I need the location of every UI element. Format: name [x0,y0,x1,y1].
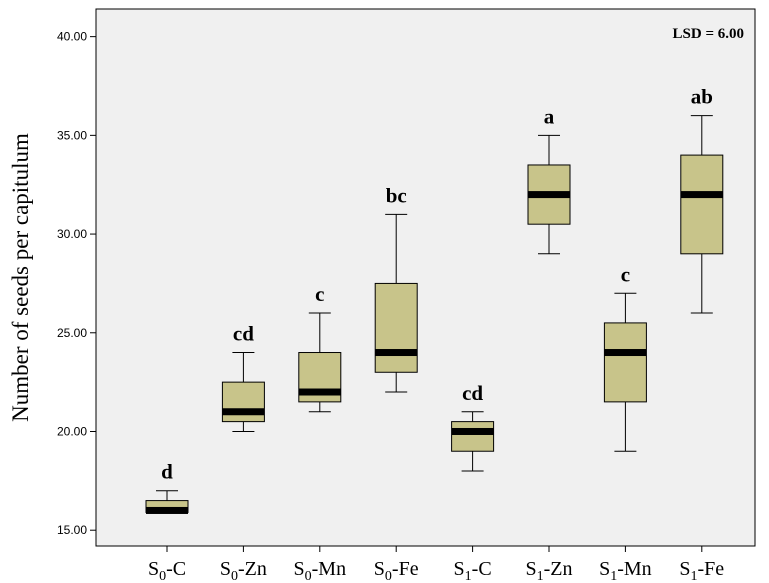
significance-letter: c [315,282,324,306]
box-5: a [527,104,571,255]
significance-letter: a [544,104,555,128]
median-line [604,349,647,357]
significance-letter: c [621,262,630,286]
significance-letter: d [161,460,173,484]
x-tick-label: S0-Fe [374,558,419,583]
median-line [680,191,723,199]
median-line [528,191,570,199]
y-tick-label: 35.00 [57,128,87,142]
significance-letter: ab [691,85,713,109]
iqr-box [221,381,265,423]
box-0: d [145,460,189,514]
y-tick-label: 20.00 [57,424,87,438]
y-tick-label: 15.00 [57,523,87,537]
x-tick-label: S1-Fe [679,558,724,583]
x-tick-label: S1-C [454,558,492,583]
iqr-box [603,322,647,403]
significance-letter: cd [462,381,483,405]
box-7: ab [680,85,724,314]
x-tick-label: S0-Mn [294,558,347,583]
box-2: c [298,282,342,413]
plot-area [95,8,756,547]
box-3: bc [374,183,418,393]
iqr-box [374,282,418,373]
box-1: cd [221,322,265,432]
significance-letter: bc [386,183,407,207]
x-tick-label: S1-Zn [525,558,572,583]
y-axis-title: Number of seeds per capitulum [8,133,33,422]
y-tick-label: 40.00 [57,30,87,44]
median-line [298,388,341,396]
boxes: d cd c bc cd a c ab [145,85,724,514]
y-axis: 15.00 20.00 25.00 30.00 35.00 40.00 [57,30,96,537]
significance-letter: cd [233,322,254,346]
median-line [375,349,418,357]
iqr-box [451,421,495,452]
iqr-box [680,154,724,255]
box-4: cd [451,381,495,472]
x-tick-label: S1-Mn [599,558,652,583]
median-line [451,427,494,435]
y-tick-label: 30.00 [57,227,87,241]
median-line [146,506,188,514]
x-axis: S0-C S0-Zn S0-Mn S0-Fe S1-C S1-Zn S1-Mn S1-Fe [148,546,724,583]
median-line [222,408,265,416]
x-tick-label: S0-Zn [220,558,267,583]
x-tick-label: S0-C [148,558,186,583]
y-tick-label: 25.00 [57,326,87,340]
box-6: c [603,262,647,452]
lsd-annotation: LSD = 6.00 [673,26,744,42]
